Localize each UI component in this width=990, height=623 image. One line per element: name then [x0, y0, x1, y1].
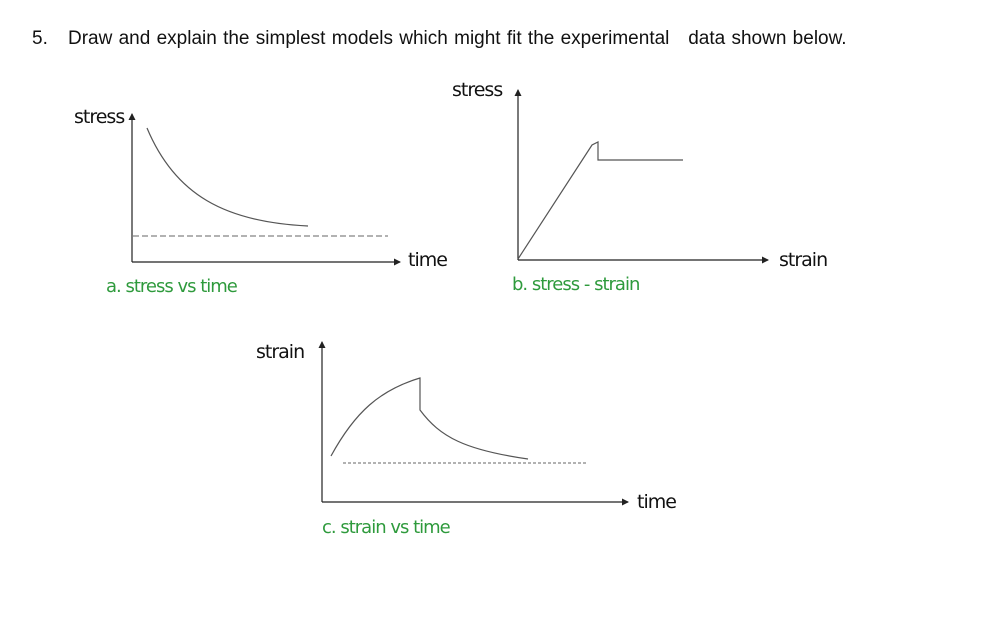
- figure-b-elastic-plastic-curve: [517, 141, 683, 260]
- figure-a: stress time a. stress vs time: [74, 106, 448, 297]
- figure-a-relaxation-curve: [146, 127, 309, 227]
- figure-c: strain time c. strain vs time: [256, 341, 677, 538]
- figure-b: stress strain b. stress - strain: [452, 79, 828, 295]
- figure-b-x-axis-label: strain: [779, 249, 827, 271]
- figure-a-x-axis-label: time: [408, 249, 447, 271]
- figure-b-y-axis-label: stress: [452, 79, 502, 101]
- figure-a-y-axis-label: stress: [74, 106, 124, 128]
- question-text-block: 5. Draw and explain the simplest models w…: [32, 28, 847, 50]
- question-prompt: Draw and explain the simplest models whi…: [68, 28, 847, 49]
- figure-c-y-axis-label: strain: [256, 341, 304, 363]
- question-number: 5.: [32, 28, 48, 49]
- figure-c-x-axis-label: time: [637, 491, 676, 513]
- figure-a-caption: a. stress vs time: [106, 276, 238, 297]
- figure-b-caption: b. stress - strain: [512, 274, 639, 295]
- figure-c-creep-recovery-curve: [330, 377, 529, 460]
- figure-c-caption: c. strain vs time: [322, 517, 451, 538]
